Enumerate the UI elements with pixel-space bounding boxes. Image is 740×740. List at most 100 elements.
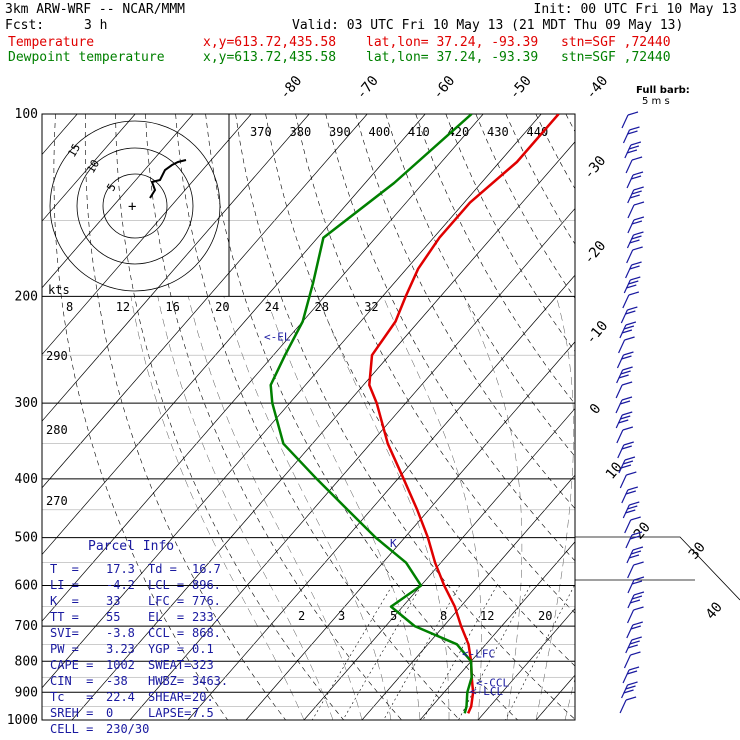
wind-barb-flag xyxy=(627,111,639,116)
wind-barb-flag xyxy=(631,190,642,195)
wind-barb xyxy=(622,669,630,684)
wind-barb-flag xyxy=(627,486,638,491)
isotherm-label-top: -50 xyxy=(506,73,535,103)
parcel-key: T = xyxy=(50,562,79,576)
pressure-label: 500 xyxy=(15,531,38,546)
wind-barb-flag xyxy=(631,580,643,585)
parcel-value: -3.8 xyxy=(106,626,135,640)
wind-barb-flag xyxy=(621,329,633,334)
dry-adiabat xyxy=(265,114,575,667)
wind-barb-flag xyxy=(624,336,635,341)
dry-adiabat xyxy=(385,114,575,457)
level-marker: <-CCL xyxy=(476,677,509,690)
wind-barb-flag xyxy=(620,415,631,420)
wind-barb-flag xyxy=(626,149,638,154)
wind-barb xyxy=(621,684,629,699)
wind-barb xyxy=(624,519,632,534)
wind-barb-flag xyxy=(628,554,640,559)
wind-barb-flag xyxy=(629,501,640,506)
wind-barb-flag xyxy=(628,280,639,285)
dewpoint-legend: Dewpoint temperature xyxy=(8,50,165,65)
moist-adiabat xyxy=(535,296,574,720)
wind-barb-flag xyxy=(629,640,640,645)
temperature-profile xyxy=(368,114,560,714)
parcel-key: Td = xyxy=(148,562,177,576)
wind-barb-flag xyxy=(630,651,641,656)
hodograph-tick: 16 xyxy=(165,300,179,314)
wind-barb xyxy=(616,369,624,384)
wind-barb-flag xyxy=(631,220,643,225)
hodograph-ring xyxy=(49,120,221,292)
wind-barb xyxy=(627,204,635,219)
parcel-value: 868. xyxy=(192,626,221,640)
dry-adiabat xyxy=(656,114,740,720)
wind-barb xyxy=(623,279,631,294)
isotherm-label-top: -70 xyxy=(353,73,382,103)
isotherm-line xyxy=(245,341,575,720)
mixing-ratio-label: 3 xyxy=(338,609,345,623)
wind-barb-flag xyxy=(628,145,640,150)
parcel-key: YGP = xyxy=(148,642,185,656)
dry-adiabat xyxy=(355,114,575,510)
wind-barb xyxy=(615,399,623,414)
wind-barb-flag xyxy=(626,670,638,675)
parcel-info-box: Parcel Info T = 17.3 Td = 16.7 LI = -4.2 LCL =… xyxy=(42,538,242,736)
wind-barb-flag xyxy=(622,411,633,416)
wind-barb-flag xyxy=(623,441,634,446)
wind-barb xyxy=(622,504,630,519)
parcel-value: 3.23 xyxy=(106,642,135,656)
theta-label: 420 xyxy=(448,125,470,139)
parcel-value: 230/30 xyxy=(106,722,150,736)
pressure-label: 1000 xyxy=(7,713,38,728)
wind-barb-flag xyxy=(629,239,640,244)
wind-barb xyxy=(616,354,625,369)
isotherm-line xyxy=(535,674,575,720)
parcel-value: 896. xyxy=(192,578,221,592)
pressure-label: 900 xyxy=(15,685,38,700)
isotherm-line xyxy=(42,114,310,422)
wind-barb-flag xyxy=(627,306,638,311)
wind-barb-flag xyxy=(631,261,642,266)
dry-adiabat xyxy=(475,114,575,299)
wind-barb xyxy=(627,219,635,234)
hodograph-tick: 32 xyxy=(364,300,378,314)
parcel-key: CELL = xyxy=(50,722,94,736)
wind-barb-flag xyxy=(633,576,645,581)
wind-barb xyxy=(624,144,632,159)
moist-adiabat xyxy=(223,296,392,720)
isotherm-label-right: 30 xyxy=(686,539,709,562)
parcel-value: 17.3 xyxy=(106,562,135,576)
hodograph-ring xyxy=(102,173,168,239)
wind-barb-flag xyxy=(630,141,642,146)
wind-barb-flag xyxy=(622,426,634,431)
hodograph-tick: 20 xyxy=(215,300,229,314)
wind-barb-flag xyxy=(627,505,638,510)
parcel-key: TT = xyxy=(50,610,79,624)
wind-barb-flag xyxy=(625,490,636,495)
fcst-value: 3 h xyxy=(84,18,108,33)
wind-barb-flag xyxy=(620,370,631,375)
wind-barb xyxy=(616,429,624,444)
wind-barb xyxy=(627,579,635,594)
wind-barb-flag xyxy=(628,666,640,671)
wind-barb-flag xyxy=(629,194,640,199)
parcel-key: LCL = xyxy=(148,578,185,592)
wind-barb-flag xyxy=(629,535,641,540)
dry-adiabat xyxy=(445,114,575,352)
wind-barb xyxy=(622,294,630,309)
dry-adiabat xyxy=(505,114,575,245)
wind-barb-flag xyxy=(622,460,634,465)
parcel-key: SVI= xyxy=(50,626,79,640)
isotherm-line xyxy=(42,114,368,489)
mixing-ratio-label: 20 xyxy=(538,609,552,623)
parcel-key: PW = xyxy=(50,642,79,656)
theta-label: 410 xyxy=(408,125,430,139)
mixing-ratio-line xyxy=(342,585,422,720)
parcel-key: EL = xyxy=(148,610,185,624)
barb-legend-title: Full barb: xyxy=(636,85,690,96)
temp-xy: x,y=613.72,435.58 xyxy=(203,35,337,50)
wind-barb-flag xyxy=(625,696,637,701)
wind-barb-flag xyxy=(632,246,643,251)
isotherm-label-right: -10 xyxy=(583,318,612,348)
barb-legend-units: 5 m s xyxy=(642,96,670,107)
